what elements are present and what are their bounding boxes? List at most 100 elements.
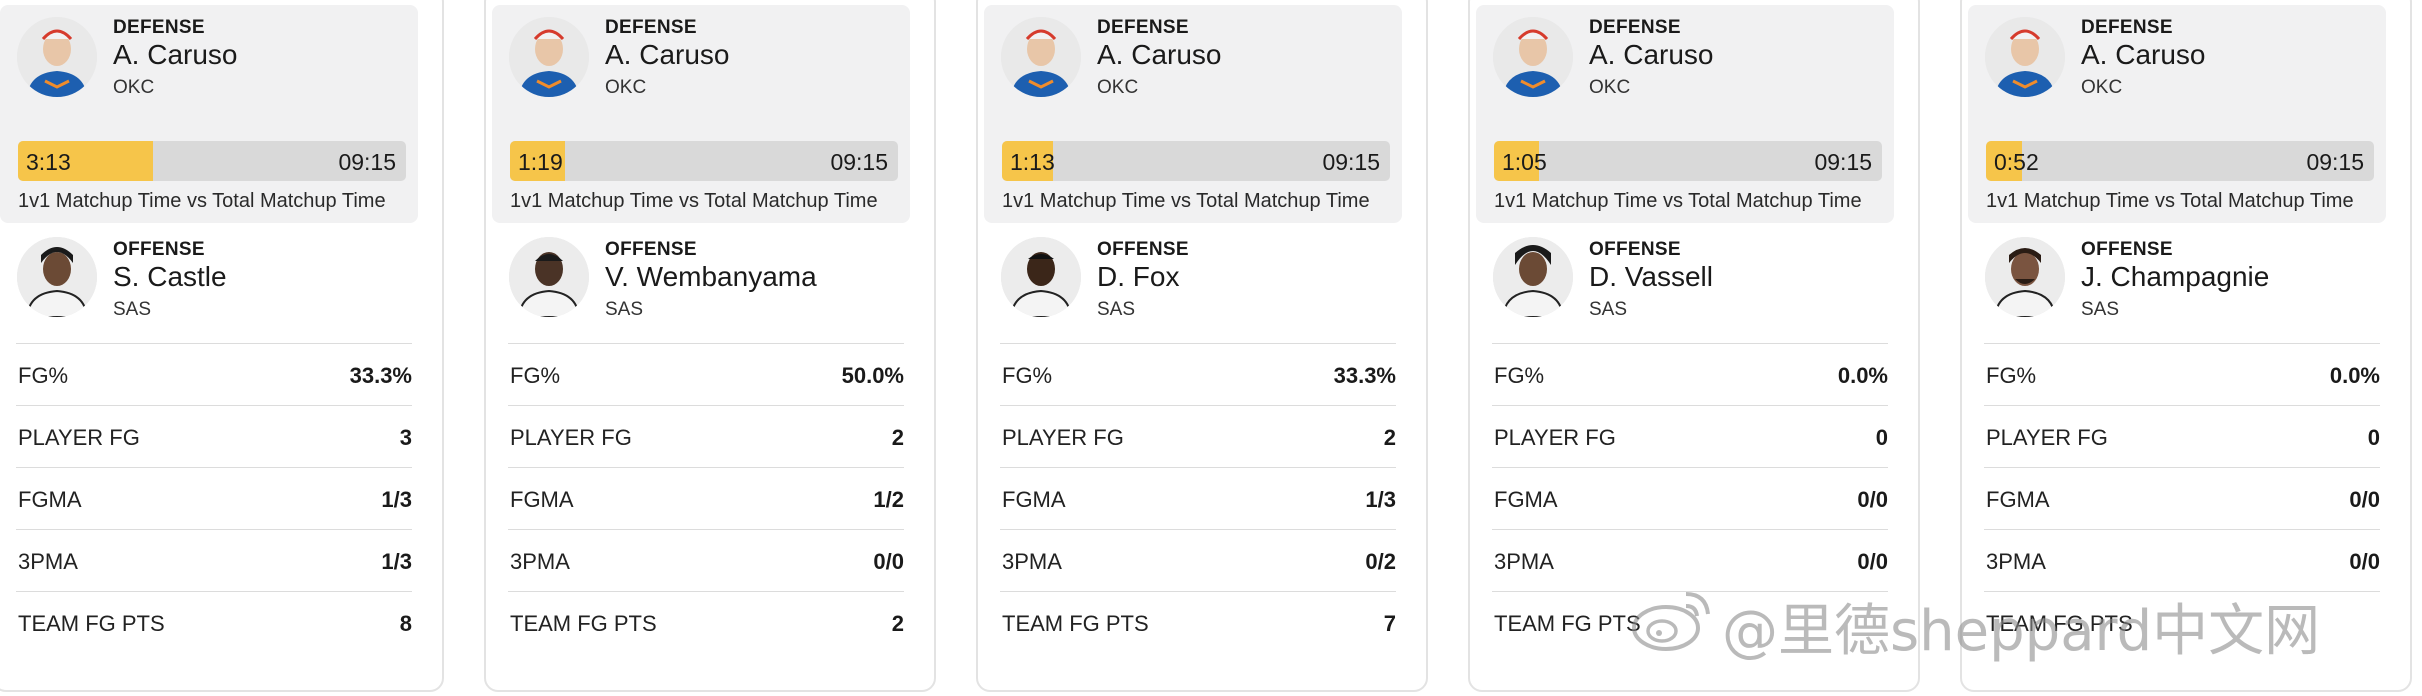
stat-row-player-fg: PLAYER FG 2 xyxy=(1000,405,1396,467)
stat-label: 3PMA xyxy=(1986,549,2046,574)
offense-role-label: OFFENSE xyxy=(2081,239,2173,260)
stat-row-team-fg-pts: TEAM FG PTS 8 xyxy=(16,591,412,653)
matchup-time-value: 1:05 xyxy=(1502,149,1547,175)
stat-row-fg-pct: FG% 33.3% xyxy=(16,343,412,405)
stat-row-fg-pct: FG% 0.0% xyxy=(1984,343,2380,405)
stat-value: 0/0 xyxy=(2349,487,2380,512)
stat-label: FGMA xyxy=(18,487,82,512)
defense-team: OKC xyxy=(605,77,647,98)
watermark-text: @里德sheppard中文网 xyxy=(1722,599,2321,664)
stat-label: TEAM FG PTS xyxy=(1494,611,1641,636)
matchup-time-bar: 0:52 09:15 xyxy=(1986,141,2374,181)
offense-team: SAS xyxy=(605,299,644,320)
stat-value: 50.0% xyxy=(841,363,904,388)
offense-player-name[interactable]: S. Castle xyxy=(113,261,227,292)
matchup-card[interactable]: DEFENSE A. Caruso OKC 1:13 09:15 1v1 Mat… xyxy=(976,0,1428,692)
stat-row-fg-pct: FG% 0.0% xyxy=(1492,343,1888,405)
defense-panel: DEFENSE A. Caruso OKC 1:19 09:15 1v1 Mat… xyxy=(492,5,910,223)
offense-player-avatar xyxy=(17,237,97,317)
stat-label: TEAM FG PTS xyxy=(18,611,165,636)
stat-row-team-fg-pts: TEAM FG PTS 7 xyxy=(1000,591,1396,653)
defense-player-avatar xyxy=(17,17,97,97)
total-matchup-time-value: 09:15 xyxy=(830,149,888,175)
total-matchup-time-value: 09:15 xyxy=(338,149,396,175)
offense-player-name[interactable]: J. Champagnie xyxy=(2081,261,2270,292)
defense-player-avatar xyxy=(1001,17,1081,97)
stat-label: FGMA xyxy=(510,487,574,512)
matchup-time-bar: 3:13 09:15 xyxy=(18,141,406,181)
total-matchup-time-value: 09:15 xyxy=(2306,149,2364,175)
stat-row-player-fg: PLAYER FG 0 xyxy=(1492,405,1888,467)
stat-value: 0/2 xyxy=(1365,549,1396,574)
matchup-card[interactable]: DEFENSE A. Caruso OKC 1:05 09:15 1v1 Mat… xyxy=(1468,0,1920,692)
offense-player-name[interactable]: V. Wembanyama xyxy=(605,261,817,292)
offense-player-avatar xyxy=(509,237,589,317)
stat-row-player-fg: PLAYER FG 0 xyxy=(1984,405,2380,467)
defense-role-label: DEFENSE xyxy=(1097,17,1189,38)
defense-team: OKC xyxy=(113,77,155,98)
offense-player-avatar xyxy=(1001,237,1081,317)
defense-team: OKC xyxy=(2081,77,2123,98)
defense-role-label: DEFENSE xyxy=(2081,17,2173,38)
stat-value: 0.0% xyxy=(2329,363,2380,388)
stat-value: 2 xyxy=(891,425,904,450)
matchup-time-bar: 1:19 09:15 xyxy=(510,141,898,181)
stat-label: 3PMA xyxy=(510,549,570,574)
stat-value: 0/0 xyxy=(2349,549,2380,574)
matchup-time-value: 1:13 xyxy=(1010,149,1055,175)
stat-label: 3PMA xyxy=(1494,549,1554,574)
stat-value: 2 xyxy=(1383,425,1396,450)
defense-panel: DEFENSE A. Caruso OKC 3:13 09:15 1v1 Mat… xyxy=(0,5,418,223)
offense-team: SAS xyxy=(2081,299,2120,320)
matchup-bar-caption: 1v1 Matchup Time vs Total Matchup Time xyxy=(1002,190,1370,212)
stat-row-team-fg-pts: TEAM FG PTS xyxy=(1492,591,1888,653)
matchup-time-fill xyxy=(510,141,566,181)
stat-value: 0 xyxy=(1875,425,1888,450)
stat-label: FG% xyxy=(510,363,561,388)
stat-label: PLAYER FG xyxy=(18,425,140,450)
weibo-logo-icon xyxy=(1632,592,1710,651)
watermark: @里德sheppard中文网 xyxy=(1630,580,2420,670)
offense-player-avatar xyxy=(1985,237,2065,317)
offense-player-avatar xyxy=(1493,237,1573,317)
stat-value: 33.3% xyxy=(1333,363,1396,388)
matchup-card[interactable]: DEFENSE A. Caruso OKC 0:52 09:15 1v1 Mat… xyxy=(1960,0,2412,692)
defense-player-name[interactable]: A. Caruso xyxy=(2081,39,2206,70)
offense-role-label: OFFENSE xyxy=(1097,239,1189,260)
defense-player-avatar xyxy=(1493,17,1573,97)
stats-list: FG% 0.0% PLAYER FG 0 FGMA 0/0 3PMA 0/0 TEAM … xyxy=(1492,343,1888,653)
offense-player-name[interactable]: D. Vassell xyxy=(1589,261,1713,292)
stat-value: 0 xyxy=(2367,425,2380,450)
matchup-time-fill xyxy=(1986,141,2023,181)
defense-player-name[interactable]: A. Caruso xyxy=(1589,39,1714,70)
stat-value: 2 xyxy=(891,611,904,636)
matchup-bar-caption: 1v1 Matchup Time vs Total Matchup Time xyxy=(18,190,386,212)
matchup-card[interactable]: DEFENSE A. Caruso OKC 1:19 09:15 1v1 Mat… xyxy=(484,0,936,692)
defense-player-name[interactable]: A. Caruso xyxy=(605,39,730,70)
stat-value: 8 xyxy=(399,611,412,636)
stat-label: FG% xyxy=(18,363,69,388)
defense-team: OKC xyxy=(1589,77,1631,98)
stat-value: 7 xyxy=(1383,611,1396,636)
offense-role-label: OFFENSE xyxy=(605,239,697,260)
stat-value: 0/0 xyxy=(1857,487,1888,512)
stat-label: FG% xyxy=(1494,363,1545,388)
offense-team: SAS xyxy=(1589,299,1628,320)
stat-value: 1/3 xyxy=(381,487,412,512)
stat-label: TEAM FG PTS xyxy=(1986,611,2133,636)
offense-player-name[interactable]: D. Fox xyxy=(1097,261,1180,292)
stat-row-fgma: FGMA 0/0 xyxy=(1984,467,2380,529)
defense-player-name[interactable]: A. Caruso xyxy=(113,39,238,70)
matchup-time-fill xyxy=(18,141,154,181)
matchup-time-bar: 1:05 09:15 xyxy=(1494,141,1882,181)
stat-value: 1/3 xyxy=(1365,487,1396,512)
defense-player-name[interactable]: A. Caruso xyxy=(1097,39,1222,70)
matchup-time-value: 3:13 xyxy=(26,149,71,175)
matchup-card[interactable]: DEFENSE A. Caruso OKC 3:13 09:15 1v1 Mat… xyxy=(0,0,444,692)
matchup-bar-caption: 1v1 Matchup Time vs Total Matchup Time xyxy=(510,190,878,212)
stat-row-fgma: FGMA 1/3 xyxy=(16,467,412,529)
stat-label: FGMA xyxy=(1002,487,1066,512)
stat-label: PLAYER FG xyxy=(1002,425,1124,450)
stat-label: TEAM FG PTS xyxy=(1002,611,1149,636)
